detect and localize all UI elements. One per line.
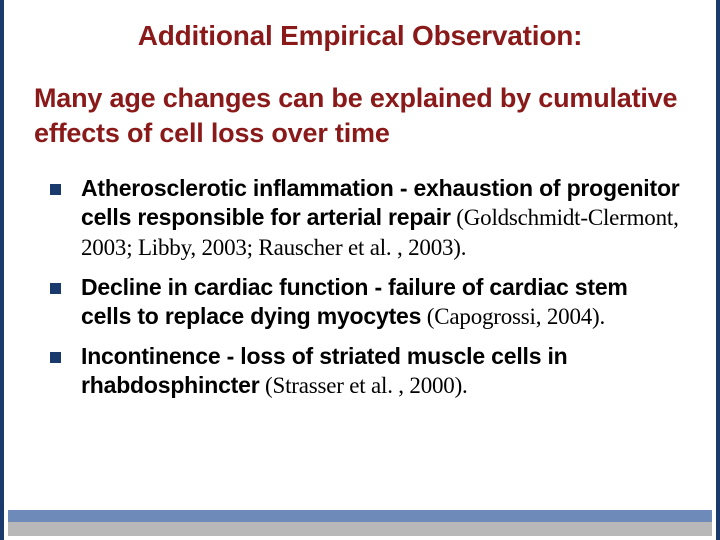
square-bullet-icon xyxy=(50,352,61,363)
bullet-list: Atherosclerotic inflammation - exhaustio… xyxy=(32,174,688,401)
slide: Additional Empirical Observation: Many a… xyxy=(0,0,720,540)
square-bullet-icon xyxy=(50,184,61,195)
slide-content: Additional Empirical Observation: Many a… xyxy=(4,0,716,401)
slide-title: Additional Empirical Observation: xyxy=(32,18,688,53)
list-item: Decline in cardiac function - failure of… xyxy=(50,273,682,332)
slide-subtitle: Many age changes can be explained by cum… xyxy=(32,81,688,150)
square-bullet-icon xyxy=(50,283,61,294)
footer-bar xyxy=(8,510,712,536)
list-item: Incontinence - loss of striated muscle c… xyxy=(50,342,682,401)
bullet-text: Incontinence - loss of striated muscle c… xyxy=(81,342,682,401)
list-item: Atherosclerotic inflammation - exhaustio… xyxy=(50,174,682,263)
footer-bar-blue xyxy=(8,510,712,522)
bullet-text: Atherosclerotic inflammation - exhaustio… xyxy=(81,174,682,263)
bullet-text: Decline in cardiac function - failure of… xyxy=(81,273,682,332)
bullet-citation: (Strasser et al. , 2000). xyxy=(259,373,467,398)
footer-bar-gray xyxy=(8,522,712,536)
bullet-citation: (Capogrossi, 2004). xyxy=(421,304,605,329)
